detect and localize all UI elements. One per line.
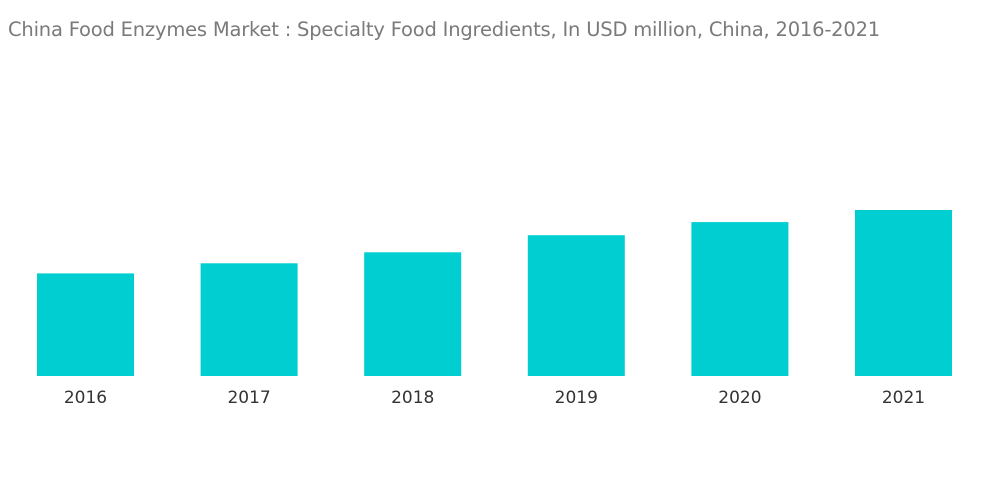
bars-group [37,210,952,376]
x-tick-labels: 2016 2017 2018 2019 2020 2021 [64,388,925,408]
bar-2019 [527,235,625,376]
x-tick-label-2018: 2018 [391,388,434,408]
bar-2021 [855,210,952,376]
chart-title: China Food Enzymes Market : Specialty Fo… [8,18,881,41]
bar-2018 [364,252,462,376]
bar-2020 [691,222,789,376]
x-tick-label-2019: 2019 [555,388,598,408]
bar-2016 [37,273,134,376]
x-tick-label-2021: 2021 [882,388,925,408]
bar-2017 [200,263,298,376]
x-tick-label-2016: 2016 [64,388,107,408]
x-tick-label-2017: 2017 [227,388,270,408]
x-tick-label-2020: 2020 [718,388,761,408]
